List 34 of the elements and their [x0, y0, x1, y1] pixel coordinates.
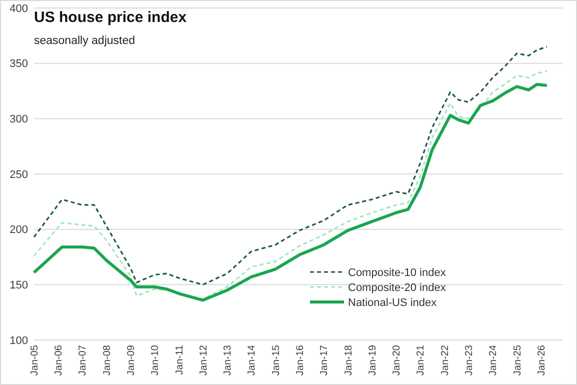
text: seasonally adjusted	[34, 35, 136, 47]
x-tick-label: Jan-12	[198, 344, 210, 376]
x-tick-label: Jan-22	[440, 344, 451, 376]
x-tick-label: Jan-10	[150, 344, 162, 376]
legend-label: National-US index	[348, 296, 438, 309]
x-tick-label: Jan-15	[270, 344, 282, 376]
chart-title: US house price index	[34, 9, 188, 26]
x-tick-label: Jan-16	[294, 344, 306, 376]
x-tick-label: Jan-11	[174, 344, 186, 375]
y-tick-label: 250	[10, 168, 28, 181]
x-tick-label: Jan-24	[488, 344, 500, 376]
x-tick-label: Jan-19	[367, 344, 378, 376]
x-tick-label: Jan-26	[536, 344, 548, 376]
x-tick-label: Jan-23	[464, 344, 475, 376]
x-tick-label: Jan-18	[343, 344, 354, 376]
x-tick-label: Jan-14	[246, 344, 258, 376]
legend-label: Composite-20 index	[348, 282, 446, 294]
y-tick-label: 150	[10, 280, 28, 292]
y-tick-label: 300	[10, 114, 28, 126]
x-tick-label: Jan-17	[319, 344, 330, 376]
x-tick-label: Jan-25	[512, 344, 524, 376]
x-tick-label: Jan-05	[30, 344, 40, 376]
x-tick-label: Jan-09	[126, 344, 138, 376]
x-tick-label: Jan-20	[392, 344, 403, 376]
y-tick-label: 350	[10, 58, 28, 70]
y-tick-label: 200	[10, 224, 28, 236]
y-tick-label: 400	[10, 2, 28, 15]
x-tick-label: Jan-06	[54, 344, 65, 376]
x-tick-label: Jan-13	[222, 344, 234, 376]
x-tick-label: Jan-07	[78, 344, 89, 376]
y-tick-label: 100	[10, 334, 28, 347]
x-tick-label: Jan-08	[102, 344, 113, 376]
legend-label: Composite-10 index	[348, 266, 446, 279]
x-tick-label: Jan-21	[416, 344, 427, 376]
